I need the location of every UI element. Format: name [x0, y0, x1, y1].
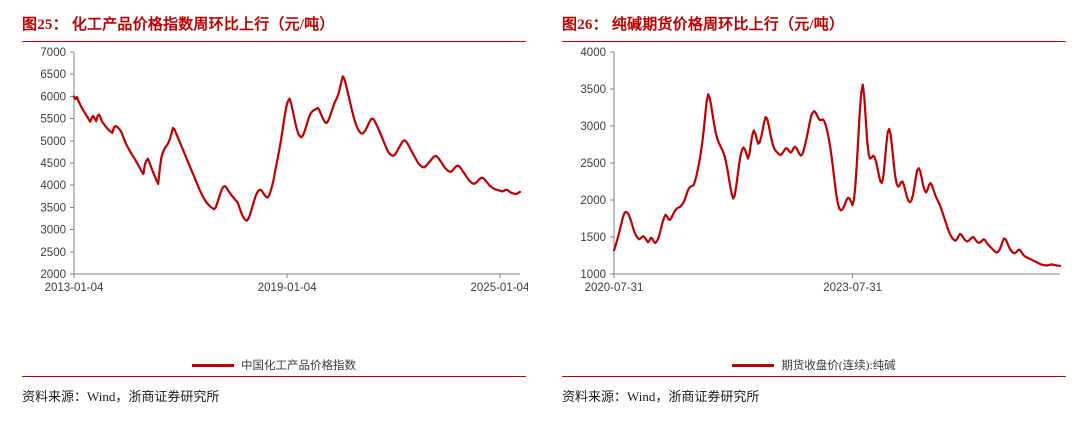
svg-text:3000: 3000: [40, 225, 66, 237]
svg-text:7000: 7000: [40, 47, 66, 59]
svg-text:3500: 3500: [40, 202, 66, 214]
svg-text:6000: 6000: [40, 91, 66, 103]
footer-25: 资料来源：Wind，浙商证券研究所: [22, 376, 526, 423]
legend-swatch-icon: [732, 363, 775, 367]
svg-text:3500: 3500: [580, 84, 606, 96]
svg-text:2025-01-04: 2025-01-04: [471, 282, 528, 294]
legend-25: 中国化工产品价格指数: [22, 354, 526, 376]
figure-title-text-26: 纯碱期货价格周环比上行（元/吨）: [611, 17, 845, 33]
figure-title-25: 图25： 化工产品价格指数周环比上行（元/吨）: [22, 0, 526, 41]
legend-label-25: 中国化工产品价格指数: [241, 360, 356, 372]
legend-26: 期货收盘价(连续):纯碱: [562, 354, 1066, 376]
legend-label-26: 期货收盘价(连续):纯碱: [781, 360, 896, 372]
footer-divider-26: [562, 376, 1066, 377]
source-note-26: 资料来源：Wind，浙商证券研究所: [562, 389, 760, 404]
svg-text:2000: 2000: [580, 195, 606, 207]
line-chart-25: 2000 2500 3000 3500 4000 4500 5000 5500 6000 6500…: [40, 47, 528, 294]
source-note-25: 资料来源：Wind，浙商证券研究所: [22, 389, 220, 404]
svg-text:2019-01-04: 2019-01-04: [258, 282, 317, 294]
svg-text:2500: 2500: [580, 158, 606, 170]
svg-text:5500: 5500: [40, 114, 66, 126]
svg-text:2023-07-31: 2023-07-31: [823, 282, 882, 294]
figure-title-26: 图26： 纯碱期货价格周环比上行（元/吨）: [562, 0, 1066, 41]
svg-text:4000: 4000: [40, 180, 66, 192]
series-line: [612, 83, 1062, 267]
svg-text:2020-07-31: 2020-07-31: [585, 282, 644, 294]
figure-number-26: 图26：: [562, 17, 608, 33]
svg-text:1500: 1500: [580, 232, 606, 244]
chart-area-26: 1000 1500 2000 2500 3000 3500 4000 2020-07-31 20…: [562, 42, 1066, 358]
svg-text:2500: 2500: [40, 247, 66, 259]
svg-text:6500: 6500: [40, 69, 66, 81]
title-divider-26: [562, 41, 1066, 42]
chart-area-25: 2000 2500 3000 3500 4000 4500 5000 5500 6000 6500…: [22, 42, 528, 358]
figure-title-text-25: 化工产品价格指数周环比上行（元/吨）: [71, 17, 335, 33]
svg-text:2000: 2000: [40, 269, 66, 281]
figure-panel-26: 图26： 纯碱期货价格周环比上行（元/吨） 1000 1500 2000 2500 300…: [540, 0, 1080, 423]
figure-panel-25: 图25： 化工产品价格指数周环比上行（元/吨） 2000 2500 3000 3500 4…: [22, 0, 528, 423]
svg-text:1000: 1000: [580, 269, 606, 281]
legend-swatch-icon: [192, 363, 234, 367]
svg-text:4500: 4500: [40, 158, 66, 170]
line-chart-26: 1000 1500 2000 2500 3000 3500 4000 2020-07-31 20…: [580, 47, 1062, 294]
series-line: [72, 75, 522, 222]
svg-text:3000: 3000: [580, 121, 606, 133]
footer-26: 资料来源：Wind，浙商证券研究所: [562, 376, 1066, 423]
svg-text:4000: 4000: [580, 47, 606, 59]
figure-number-25: 图25：: [22, 17, 68, 33]
svg-text:2013-01-04: 2013-01-04: [45, 282, 104, 294]
title-divider-25: [22, 41, 526, 42]
footer-divider-25: [22, 376, 526, 377]
svg-text:5000: 5000: [40, 136, 66, 148]
